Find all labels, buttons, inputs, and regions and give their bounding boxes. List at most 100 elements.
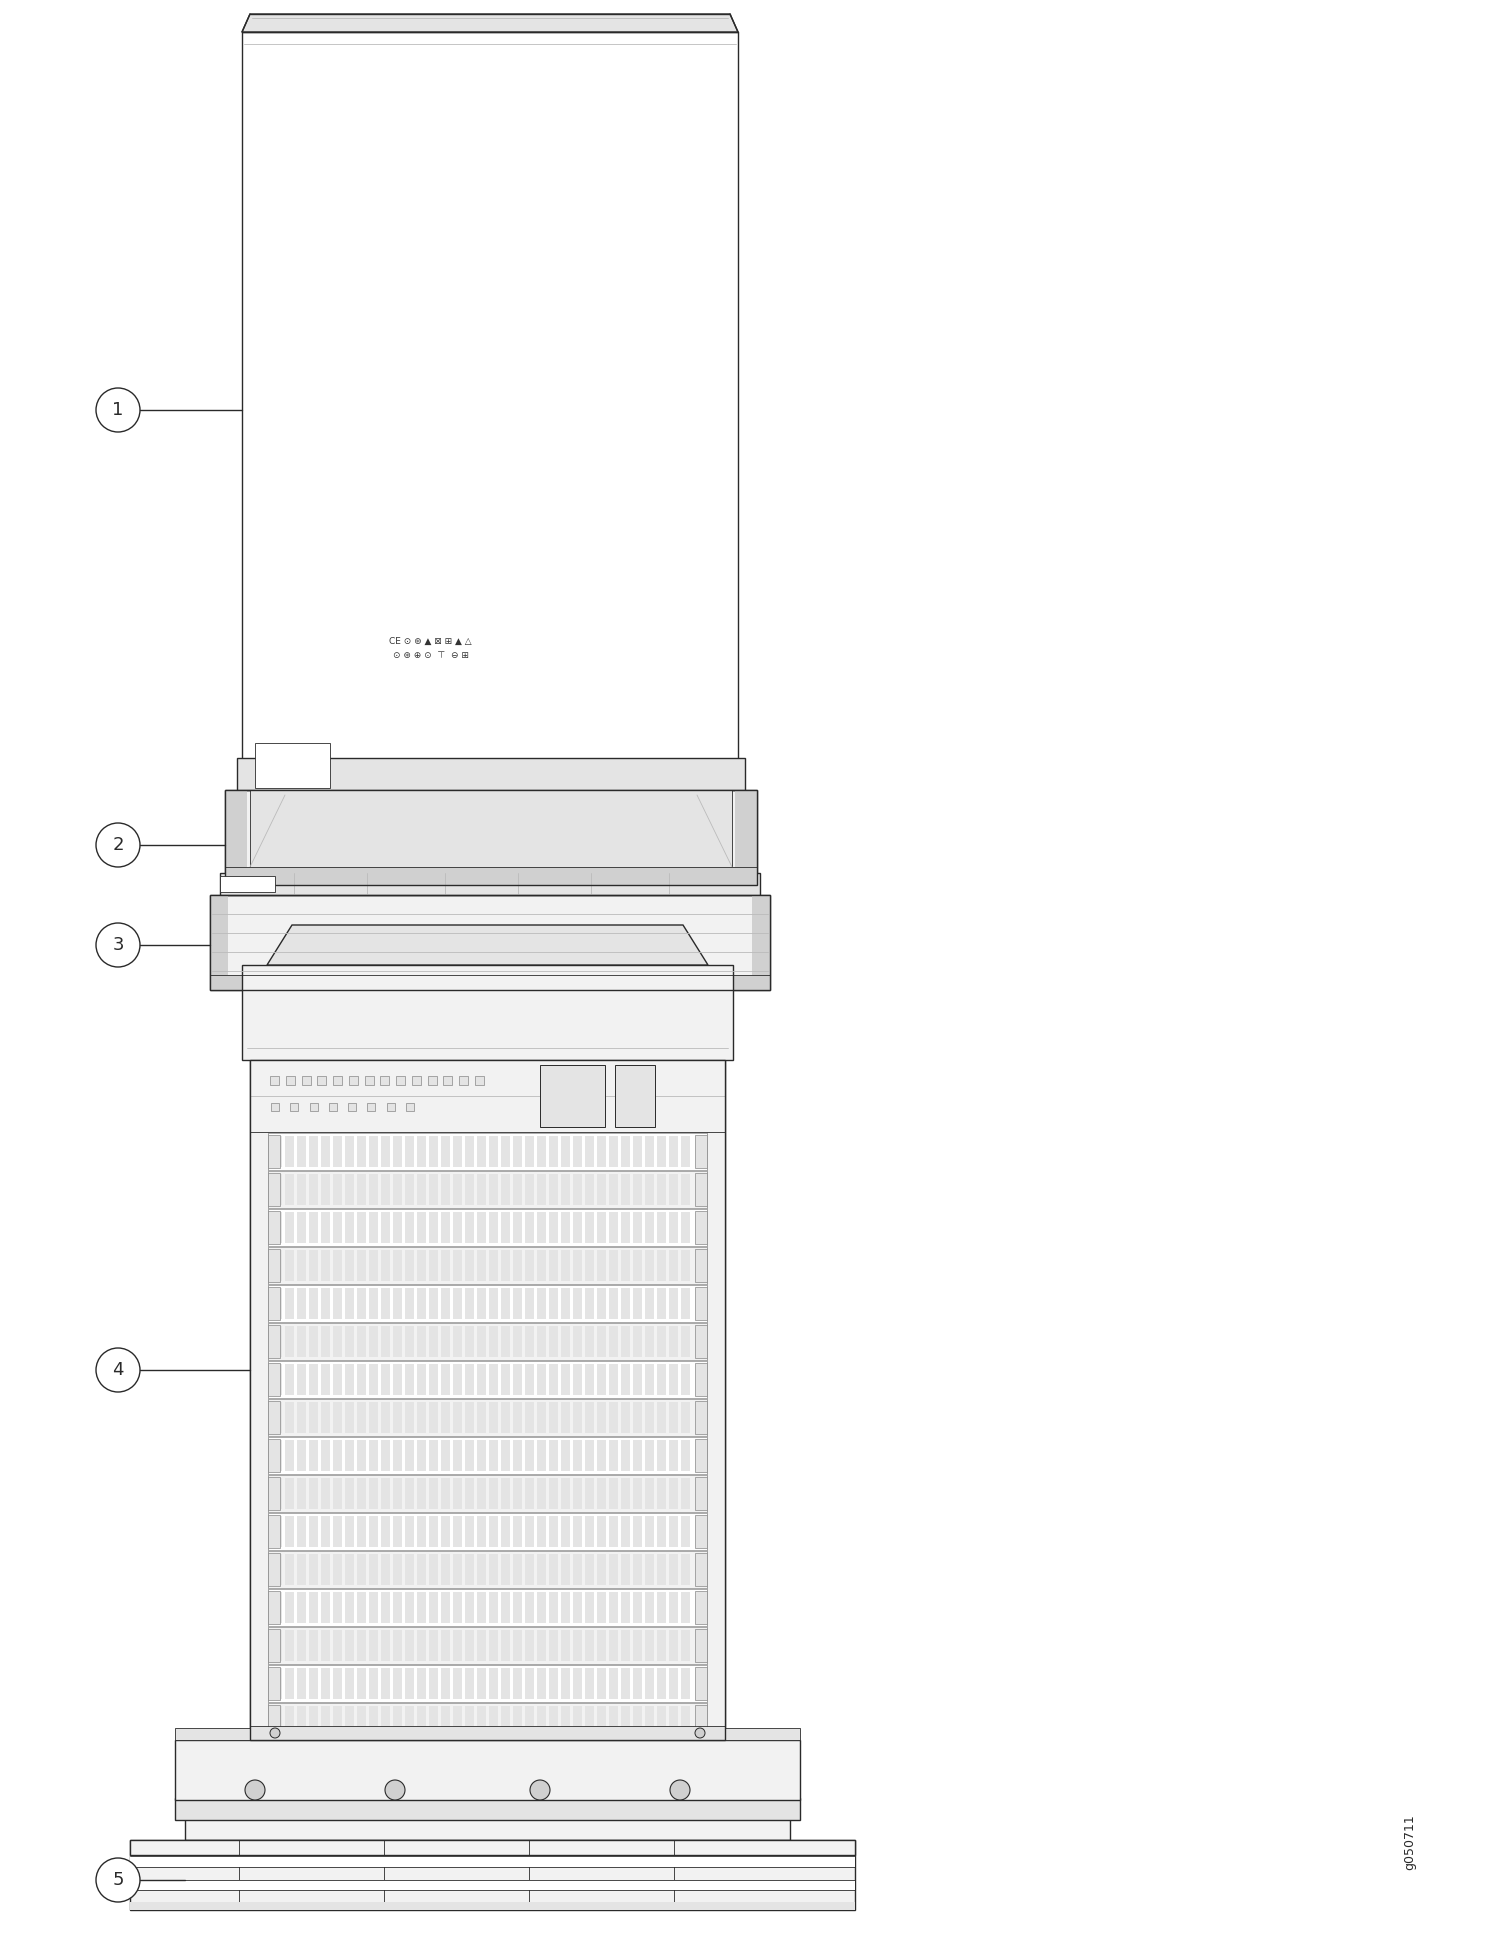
FancyBboxPatch shape bbox=[537, 1402, 546, 1433]
FancyBboxPatch shape bbox=[621, 1402, 630, 1433]
FancyBboxPatch shape bbox=[549, 1135, 558, 1166]
FancyBboxPatch shape bbox=[251, 1725, 725, 1741]
Circle shape bbox=[96, 1347, 140, 1392]
FancyBboxPatch shape bbox=[285, 1211, 294, 1242]
FancyBboxPatch shape bbox=[453, 1326, 462, 1357]
FancyBboxPatch shape bbox=[285, 1630, 294, 1661]
FancyBboxPatch shape bbox=[695, 1211, 707, 1244]
FancyBboxPatch shape bbox=[405, 1402, 414, 1433]
FancyBboxPatch shape bbox=[465, 1211, 474, 1242]
FancyBboxPatch shape bbox=[405, 1517, 414, 1548]
FancyBboxPatch shape bbox=[321, 1706, 330, 1737]
FancyBboxPatch shape bbox=[669, 1593, 678, 1624]
FancyBboxPatch shape bbox=[513, 1326, 522, 1357]
FancyBboxPatch shape bbox=[369, 1706, 378, 1737]
Circle shape bbox=[669, 1780, 690, 1799]
FancyBboxPatch shape bbox=[465, 1593, 474, 1624]
FancyBboxPatch shape bbox=[453, 1174, 462, 1205]
FancyBboxPatch shape bbox=[273, 1365, 282, 1394]
FancyBboxPatch shape bbox=[357, 1174, 366, 1205]
FancyBboxPatch shape bbox=[417, 1554, 426, 1585]
FancyBboxPatch shape bbox=[465, 1326, 474, 1357]
FancyBboxPatch shape bbox=[369, 1517, 378, 1548]
FancyBboxPatch shape bbox=[309, 1174, 318, 1205]
FancyBboxPatch shape bbox=[669, 1250, 678, 1281]
FancyBboxPatch shape bbox=[273, 1669, 282, 1700]
FancyBboxPatch shape bbox=[609, 1250, 618, 1281]
FancyBboxPatch shape bbox=[597, 1478, 606, 1509]
Circle shape bbox=[96, 1857, 140, 1902]
FancyBboxPatch shape bbox=[525, 1554, 534, 1585]
FancyBboxPatch shape bbox=[285, 1326, 294, 1357]
FancyBboxPatch shape bbox=[645, 1174, 654, 1205]
FancyBboxPatch shape bbox=[393, 1669, 402, 1700]
FancyBboxPatch shape bbox=[441, 1135, 450, 1166]
FancyBboxPatch shape bbox=[657, 1478, 666, 1509]
Polygon shape bbox=[267, 925, 708, 966]
FancyBboxPatch shape bbox=[561, 1289, 570, 1318]
FancyBboxPatch shape bbox=[269, 1439, 281, 1472]
FancyBboxPatch shape bbox=[513, 1289, 522, 1318]
FancyBboxPatch shape bbox=[297, 1211, 306, 1242]
FancyBboxPatch shape bbox=[489, 1289, 498, 1318]
FancyBboxPatch shape bbox=[321, 1669, 330, 1700]
FancyBboxPatch shape bbox=[525, 1174, 534, 1205]
FancyBboxPatch shape bbox=[453, 1441, 462, 1472]
FancyBboxPatch shape bbox=[269, 1363, 281, 1396]
FancyBboxPatch shape bbox=[657, 1135, 666, 1166]
FancyBboxPatch shape bbox=[621, 1135, 630, 1166]
FancyBboxPatch shape bbox=[269, 1326, 281, 1357]
FancyBboxPatch shape bbox=[441, 1211, 450, 1242]
FancyBboxPatch shape bbox=[417, 1517, 426, 1548]
FancyBboxPatch shape bbox=[477, 1478, 486, 1509]
FancyBboxPatch shape bbox=[501, 1250, 510, 1281]
FancyBboxPatch shape bbox=[321, 1365, 330, 1394]
FancyBboxPatch shape bbox=[561, 1706, 570, 1737]
Circle shape bbox=[96, 387, 140, 432]
FancyBboxPatch shape bbox=[333, 1593, 342, 1624]
FancyBboxPatch shape bbox=[429, 1289, 438, 1318]
FancyBboxPatch shape bbox=[269, 1667, 281, 1700]
FancyBboxPatch shape bbox=[453, 1211, 462, 1242]
FancyBboxPatch shape bbox=[621, 1706, 630, 1737]
FancyBboxPatch shape bbox=[225, 790, 757, 886]
FancyBboxPatch shape bbox=[321, 1441, 330, 1472]
FancyBboxPatch shape bbox=[297, 1402, 306, 1433]
FancyBboxPatch shape bbox=[549, 1554, 558, 1585]
FancyBboxPatch shape bbox=[381, 1174, 390, 1205]
FancyBboxPatch shape bbox=[297, 1669, 306, 1700]
FancyBboxPatch shape bbox=[477, 1630, 486, 1661]
FancyBboxPatch shape bbox=[621, 1174, 630, 1205]
FancyBboxPatch shape bbox=[537, 1706, 546, 1737]
FancyBboxPatch shape bbox=[345, 1478, 354, 1509]
FancyBboxPatch shape bbox=[269, 1246, 707, 1283]
FancyBboxPatch shape bbox=[345, 1250, 354, 1281]
FancyBboxPatch shape bbox=[645, 1365, 654, 1394]
FancyBboxPatch shape bbox=[695, 1439, 707, 1472]
FancyBboxPatch shape bbox=[585, 1554, 594, 1585]
FancyBboxPatch shape bbox=[285, 1706, 294, 1737]
FancyBboxPatch shape bbox=[285, 1441, 294, 1472]
FancyBboxPatch shape bbox=[525, 1441, 534, 1472]
FancyBboxPatch shape bbox=[561, 1593, 570, 1624]
FancyBboxPatch shape bbox=[477, 1593, 486, 1624]
Text: g050711: g050711 bbox=[1403, 1815, 1417, 1869]
FancyBboxPatch shape bbox=[501, 1174, 510, 1205]
FancyBboxPatch shape bbox=[695, 1402, 707, 1435]
FancyBboxPatch shape bbox=[621, 1630, 630, 1661]
FancyBboxPatch shape bbox=[405, 1554, 414, 1585]
FancyBboxPatch shape bbox=[489, 1630, 498, 1661]
FancyBboxPatch shape bbox=[513, 1593, 522, 1624]
FancyBboxPatch shape bbox=[309, 1289, 318, 1318]
FancyBboxPatch shape bbox=[465, 1554, 474, 1585]
FancyBboxPatch shape bbox=[369, 1211, 378, 1242]
FancyBboxPatch shape bbox=[657, 1326, 666, 1357]
FancyBboxPatch shape bbox=[695, 1287, 707, 1320]
FancyBboxPatch shape bbox=[405, 1478, 414, 1509]
FancyBboxPatch shape bbox=[549, 1593, 558, 1624]
FancyBboxPatch shape bbox=[501, 1211, 510, 1242]
FancyBboxPatch shape bbox=[429, 1250, 438, 1281]
FancyBboxPatch shape bbox=[561, 1630, 570, 1661]
FancyBboxPatch shape bbox=[597, 1135, 606, 1166]
FancyBboxPatch shape bbox=[621, 1517, 630, 1548]
